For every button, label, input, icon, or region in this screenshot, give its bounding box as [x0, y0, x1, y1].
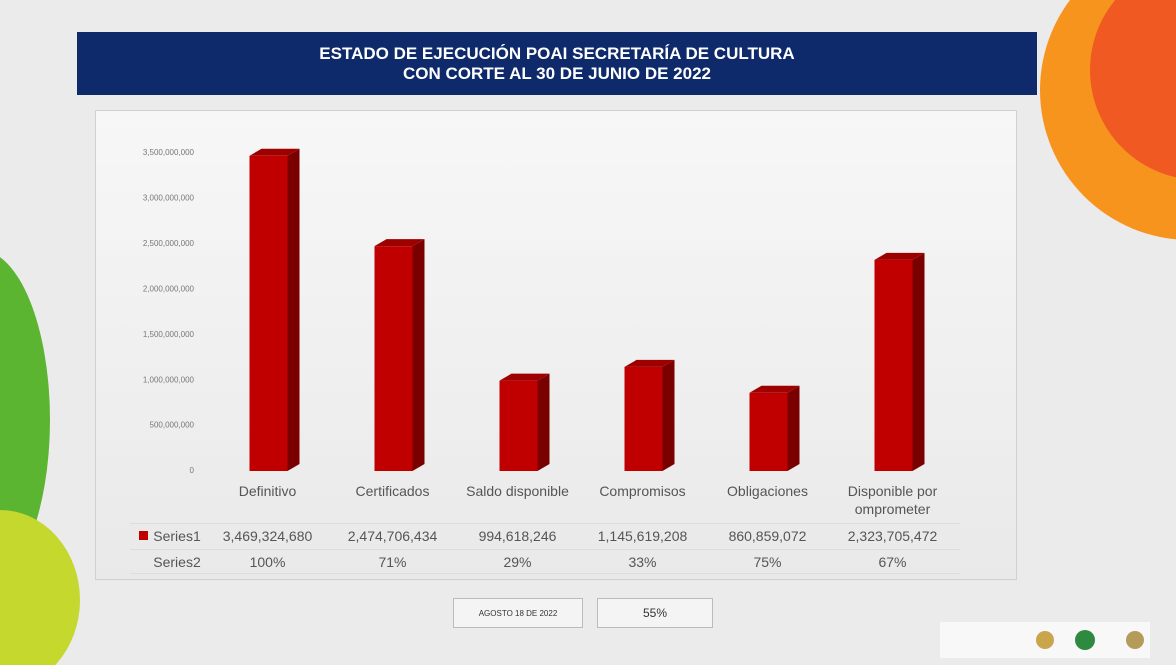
- category-label: Disponible por omprometer: [847, 483, 938, 517]
- date-box: AGOSTO 18 DE 2022: [453, 598, 583, 628]
- series1-cell: 860,859,072: [728, 528, 807, 544]
- bar-top: [499, 373, 550, 381]
- bar-top: [874, 252, 925, 260]
- category-label: Obligaciones: [727, 483, 808, 499]
- bar-side: [787, 385, 800, 471]
- series-name: Series1: [153, 528, 201, 544]
- table-line: [130, 523, 960, 524]
- y-tick-label: 2,500,000,000: [143, 239, 195, 248]
- table-line: [130, 549, 960, 550]
- logo: [1036, 631, 1054, 649]
- chart-panel: 0 500,000,000 1,000,000,000 1,500,000,000 2,…: [95, 110, 1017, 580]
- series2-cell: 29%: [503, 554, 532, 570]
- bar: [249, 155, 288, 471]
- y-tick-label: 500,000,000: [150, 421, 195, 430]
- series2-cell: 100%: [249, 554, 286, 570]
- y-tick-label: 3,500,000,000: [143, 148, 195, 157]
- category-label: Saldo disponible: [466, 483, 569, 499]
- category-label: Certificados: [355, 483, 430, 499]
- category-label: Compromisos: [599, 483, 686, 499]
- series2-cell: 33%: [628, 554, 657, 570]
- series2-cell: 67%: [878, 554, 907, 570]
- chart-subtitle: CON CORTE AL 30 DE JUNIO DE 2022: [403, 63, 711, 83]
- legend-key: [139, 531, 148, 540]
- date: AGOSTO 18 DE 2022: [478, 608, 558, 618]
- bar-side: [662, 359, 675, 471]
- series1-cell: 994,618,246: [478, 528, 557, 544]
- series-name: Series2: [153, 554, 201, 570]
- logo: [1126, 631, 1144, 649]
- logo: [1075, 630, 1095, 650]
- bar-top: [624, 359, 675, 367]
- series1-cell: 2,323,705,472: [847, 528, 938, 544]
- bar-side: [412, 239, 425, 471]
- orange-shape: [1090, 0, 1176, 178]
- progress: 55%: [642, 606, 668, 620]
- progress-box: 55%: [597, 598, 713, 628]
- y-tick-label: 1,500,000,000: [143, 330, 195, 339]
- category-label: Definitivo: [238, 483, 297, 499]
- bar: [374, 246, 413, 471]
- series2-cell: 75%: [753, 554, 782, 570]
- series1-cell: 1,145,619,208: [597, 528, 688, 544]
- chart: 0 500,000,000 1,000,000,000 1,500,000,000 2,…: [143, 148, 925, 475]
- bar-top: [374, 239, 425, 247]
- title-banner: ESTADO DE EJECUCIÓN POAI SECRETARÍA DE C…: [77, 32, 1037, 95]
- series2-cell: 71%: [378, 554, 407, 570]
- table-line: [130, 573, 960, 574]
- bar-top: [249, 148, 300, 156]
- y-tick-label: 3,000,000,000: [143, 194, 195, 203]
- series1-cell: 3,469,324,680: [222, 528, 313, 544]
- y-tick-label: 2,000,000,000: [143, 284, 195, 293]
- bar: [499, 380, 538, 471]
- bar: [874, 259, 913, 471]
- bar-top: [749, 385, 800, 393]
- y-tick-label: 0: [190, 466, 195, 475]
- bar-side: [912, 252, 925, 471]
- bar-side: [537, 373, 550, 471]
- bar: [624, 366, 663, 471]
- series1-cell: 2,474,706,434: [347, 528, 438, 544]
- green-shape: [0, 257, 50, 583]
- bar-side: [287, 148, 300, 471]
- y-tick-label: 1,000,000,000: [143, 375, 195, 384]
- bar: [749, 392, 788, 471]
- chart-title: ESTADO DE EJECUCIÓN POAI SECRETARÍA DE C…: [319, 43, 795, 63]
- yellow-shape: [0, 510, 80, 665]
